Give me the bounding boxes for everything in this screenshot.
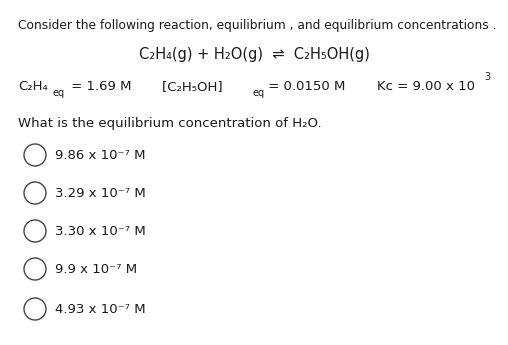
Text: = 1.69 M: = 1.69 M (67, 80, 132, 93)
Text: C₂H₄: C₂H₄ (18, 80, 48, 93)
Text: Kc = 9.00 x 10: Kc = 9.00 x 10 (360, 80, 475, 93)
Text: 4.93 x 10⁻⁷ M: 4.93 x 10⁻⁷ M (55, 303, 146, 316)
Text: 9.9 x 10⁻⁷ M: 9.9 x 10⁻⁷ M (55, 263, 137, 276)
Text: 3.30 x 10⁻⁷ M: 3.30 x 10⁻⁷ M (55, 225, 146, 238)
Text: eq: eq (253, 88, 265, 98)
Text: 9.86 x 10⁻⁷ M: 9.86 x 10⁻⁷ M (55, 149, 145, 162)
Text: C₂H₄(g) + H₂O(g)  ⇌  C₂H₅OH(g): C₂H₄(g) + H₂O(g) ⇌ C₂H₅OH(g) (139, 47, 369, 62)
Text: 3: 3 (484, 72, 490, 82)
Text: eq: eq (53, 88, 65, 98)
Text: What is the equilibrium concentration of H₂O.: What is the equilibrium concentration of… (18, 117, 322, 130)
Text: Consider the following reaction, equilibrium , and equilibrium concentrations .: Consider the following reaction, equilib… (18, 19, 496, 32)
Text: = 0.0150 M: = 0.0150 M (264, 80, 345, 93)
Text: 3.29 x 10⁻⁷ M: 3.29 x 10⁻⁷ M (55, 187, 146, 200)
Text: [C₂H₅OH]: [C₂H₅OH] (145, 80, 223, 93)
